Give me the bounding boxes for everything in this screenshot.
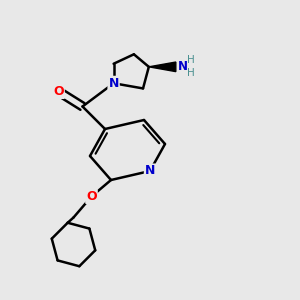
Text: O: O — [53, 85, 64, 98]
Text: N: N — [145, 164, 155, 178]
Text: H: H — [187, 68, 195, 78]
Polygon shape — [149, 62, 176, 72]
Text: N: N — [108, 77, 119, 90]
Text: N: N — [178, 60, 188, 73]
Text: H: H — [187, 55, 195, 65]
Text: O: O — [86, 190, 97, 203]
